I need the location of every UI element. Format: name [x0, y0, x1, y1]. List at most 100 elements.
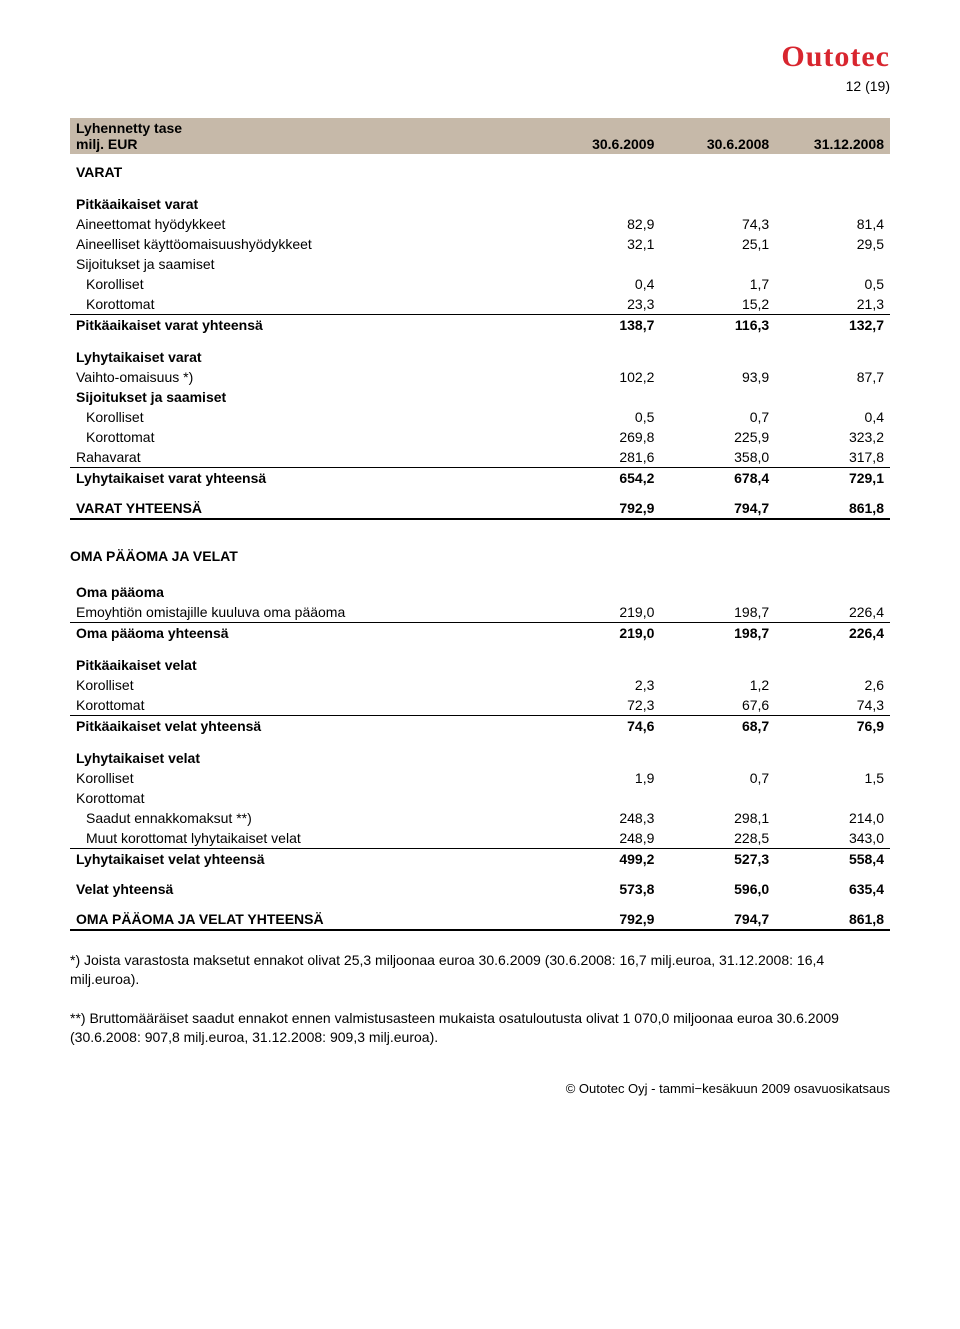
section-title-row: Pitkäaikaiset velat [70, 643, 890, 675]
table-row: Korolliset0,50,70,4 [70, 407, 890, 427]
row-value: 93,9 [660, 367, 775, 387]
equity-liab-table: Oma pääomaEmoyhtiön omistajille kuuluva … [70, 582, 890, 931]
row-label: Aineettomat hyödykkeet [70, 214, 546, 234]
table-row: Vaihto-omaisuus *)102,293,987,7 [70, 367, 890, 387]
table-row: Pitkäaikaiset varat yhteensä138,7116,313… [70, 315, 890, 336]
row-label: Saadut ennakkomaksut **) [70, 808, 546, 828]
row-value: 23,3 [546, 294, 661, 315]
table-row: Korottomat72,367,674,3 [70, 695, 890, 716]
row-value: 248,9 [546, 828, 661, 849]
row-value: 25,1 [660, 234, 775, 254]
row-value [775, 254, 890, 274]
row-label: Emoyhtiön omistajille kuuluva oma pääoma [70, 602, 546, 623]
row-label: Korottomat [70, 788, 546, 808]
row-value: 248,3 [546, 808, 661, 828]
row-value: 1,7 [660, 274, 775, 294]
row-value [660, 387, 775, 407]
table-row: Rahavarat281,6358,0317,8 [70, 447, 890, 468]
row-value [660, 254, 775, 274]
row-label: Muut korottomat lyhytaikaiset velat [70, 828, 546, 849]
row-value: 15,2 [660, 294, 775, 315]
row-value: 67,6 [660, 695, 775, 716]
row-label: Pitkäaikaiset velat yhteensä [70, 716, 546, 737]
balance-sheet-table: Lyhennetty tase milj. EUR 30.6.2009 30.6… [70, 118, 890, 520]
row-label: Vaihto-omaisuus *) [70, 367, 546, 387]
row-value: 281,6 [546, 447, 661, 468]
row-value: 861,8 [775, 488, 890, 519]
row-value: 102,2 [546, 367, 661, 387]
section-title-row: Pitkäaikaiset varat [70, 182, 890, 214]
table-row: Korottomat [70, 788, 890, 808]
table-row: OMA PÄÄOMA JA VELAT YHTEENSÄ792,9794,786… [70, 899, 890, 930]
header-col2: 30.6.2008 [660, 118, 775, 154]
row-label: Korolliset [70, 768, 546, 788]
row-value [775, 788, 890, 808]
table-row: Pitkäaikaiset velat yhteensä74,668,776,9 [70, 716, 890, 737]
table-row: Aineettomat hyödykkeet82,974,381,4 [70, 214, 890, 234]
header-col3: 31.12.2008 [775, 118, 890, 154]
row-value: 678,4 [660, 468, 775, 489]
table-row: VARAT YHTEENSÄ792,9794,7861,8 [70, 488, 890, 519]
row-value: 228,5 [660, 828, 775, 849]
row-label: Velat yhteensä [70, 869, 546, 899]
table-row: Oma pääoma yhteensä219,0198,7226,4 [70, 623, 890, 644]
row-label: Korottomat [70, 294, 546, 315]
varat-row: VARAT [70, 154, 890, 182]
row-label: Korottomat [70, 695, 546, 716]
row-value: 527,3 [660, 849, 775, 870]
section-title: Lyhytaikaiset varat [70, 335, 890, 367]
table-row: Korottomat23,315,221,3 [70, 294, 890, 315]
footnote-2: **) Bruttomääräiset saadut ennakot ennen… [70, 1009, 890, 1047]
row-value: 0,4 [546, 274, 661, 294]
logo-text: Outotec [781, 40, 890, 73]
row-value: 1,5 [775, 768, 890, 788]
row-value: 317,8 [775, 447, 890, 468]
row-value: 81,4 [775, 214, 890, 234]
row-label: Sijoitukset ja saamiset [70, 387, 546, 407]
row-value [546, 254, 661, 274]
row-value: 74,3 [775, 695, 890, 716]
row-value: 0,5 [775, 274, 890, 294]
row-value: 1,9 [546, 768, 661, 788]
row-label: Korolliset [70, 407, 546, 427]
table-row: Sijoitukset ja saamiset [70, 254, 890, 274]
table-row: Korolliset0,41,70,5 [70, 274, 890, 294]
row-label: Korolliset [70, 274, 546, 294]
row-value: 87,7 [775, 367, 890, 387]
row-value: 0,7 [660, 407, 775, 427]
footnote-1: *) Joista varastosta maksetut ennakot ol… [70, 951, 890, 989]
section-title: Lyhytaikaiset velat [70, 736, 890, 768]
row-label: Sijoitukset ja saamiset [70, 254, 546, 274]
row-value: 116,3 [660, 315, 775, 336]
row-label: Aineelliset käyttöomaisuushyödykkeet [70, 234, 546, 254]
equity-section-title: OMA PÄÄOMA JA VELAT [70, 548, 890, 564]
row-value: 76,9 [775, 716, 890, 737]
row-label: Korolliset [70, 675, 546, 695]
row-value: 226,4 [775, 602, 890, 623]
table-row: Velat yhteensä573,8596,0635,4 [70, 869, 890, 899]
row-value: 499,2 [546, 849, 661, 870]
section-title: Oma pääoma [70, 582, 890, 602]
row-value [775, 387, 890, 407]
page-number: 12 (19) [70, 78, 890, 94]
row-value: 219,0 [546, 623, 661, 644]
row-value: 635,4 [775, 869, 890, 899]
row-value [546, 788, 661, 808]
row-value: 794,7 [660, 488, 775, 519]
section-title: Pitkäaikaiset varat [70, 182, 890, 214]
row-value: 68,7 [660, 716, 775, 737]
table-row: Lyhytaikaiset varat yhteensä654,2678,472… [70, 468, 890, 489]
row-value: 198,7 [660, 602, 775, 623]
row-value [660, 788, 775, 808]
row-value: 82,9 [546, 214, 661, 234]
row-label: OMA PÄÄOMA JA VELAT YHTEENSÄ [70, 899, 546, 930]
table-row: Muut korottomat lyhytaikaiset velat248,9… [70, 828, 890, 849]
header-title1: Lyhennetty tase [76, 120, 540, 136]
table-row: Korolliset1,90,71,5 [70, 768, 890, 788]
row-value: 2,3 [546, 675, 661, 695]
table-row: Emoyhtiön omistajille kuuluva oma pääoma… [70, 602, 890, 623]
row-value: 32,1 [546, 234, 661, 254]
row-value: 792,9 [546, 899, 661, 930]
row-value: 21,3 [775, 294, 890, 315]
table-row: Lyhytaikaiset velat yhteensä499,2527,355… [70, 849, 890, 870]
